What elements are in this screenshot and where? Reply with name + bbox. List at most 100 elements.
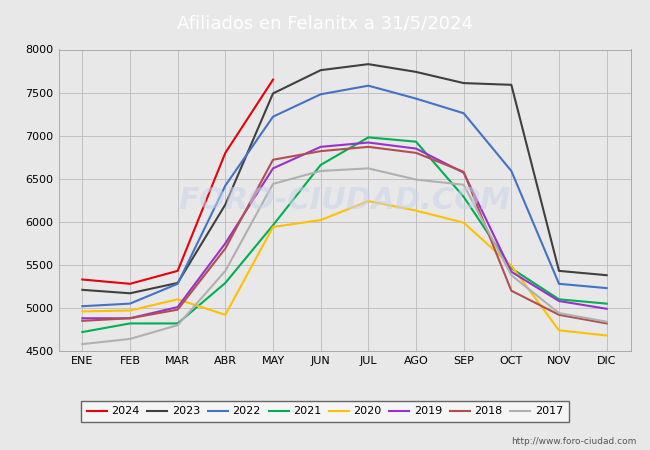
- 2022: [79, 303, 86, 309]
- 2019: [555, 298, 563, 304]
- 2017: [174, 323, 181, 328]
- 2022: [603, 285, 610, 291]
- 2018: [508, 288, 515, 293]
- 2020: [412, 208, 420, 213]
- 2019: [79, 315, 86, 321]
- 2021: [126, 321, 134, 326]
- 2019: [126, 315, 134, 321]
- 2017: [365, 166, 372, 171]
- 2020: [508, 263, 515, 268]
- 2021: [365, 135, 372, 140]
- 2019: [508, 269, 515, 274]
- Legend: 2024, 2023, 2022, 2021, 2020, 2019, 2018, 2017: 2024, 2023, 2022, 2021, 2020, 2019, 2018…: [81, 401, 569, 422]
- 2017: [79, 342, 86, 347]
- 2018: [269, 157, 277, 162]
- 2021: [460, 194, 467, 199]
- 2023: [174, 280, 181, 286]
- Text: FORO-CIUDAD.COM: FORO-CIUDAD.COM: [178, 186, 511, 215]
- 2017: [603, 319, 610, 324]
- Line: 2022: 2022: [83, 86, 606, 306]
- 2017: [412, 177, 420, 182]
- 2020: [555, 328, 563, 333]
- 2023: [508, 82, 515, 87]
- Line: 2021: 2021: [83, 137, 606, 332]
- 2022: [460, 111, 467, 116]
- Line: 2018: 2018: [83, 147, 606, 324]
- 2023: [269, 91, 277, 96]
- 2020: [317, 217, 324, 223]
- 2017: [508, 273, 515, 278]
- 2020: [79, 309, 86, 314]
- Line: 2024: 2024: [83, 80, 273, 284]
- 2020: [603, 333, 610, 338]
- 2021: [603, 301, 610, 306]
- 2018: [412, 150, 420, 156]
- 2021: [79, 329, 86, 335]
- 2021: [317, 162, 324, 168]
- 2018: [317, 148, 324, 154]
- 2024: [174, 268, 181, 274]
- 2018: [79, 318, 86, 324]
- 2022: [508, 168, 515, 174]
- 2017: [555, 310, 563, 316]
- 2018: [603, 321, 610, 326]
- 2019: [317, 144, 324, 149]
- 2019: [603, 306, 610, 311]
- 2022: [269, 114, 277, 119]
- 2024: [269, 77, 277, 82]
- 2018: [555, 312, 563, 318]
- 2018: [126, 315, 134, 321]
- 2023: [365, 62, 372, 67]
- Line: 2019: 2019: [83, 143, 606, 318]
- 2024: [126, 281, 134, 287]
- 2022: [222, 183, 229, 188]
- 2017: [126, 336, 134, 342]
- 2020: [460, 220, 467, 225]
- 2018: [222, 246, 229, 251]
- 2023: [126, 291, 134, 296]
- 2021: [222, 280, 229, 286]
- 2020: [365, 198, 372, 204]
- 2018: [365, 144, 372, 149]
- 2023: [79, 287, 86, 292]
- 2019: [222, 241, 229, 246]
- 2024: [222, 150, 229, 156]
- Line: 2020: 2020: [83, 201, 606, 336]
- 2019: [174, 304, 181, 310]
- 2017: [317, 168, 324, 174]
- 2019: [460, 170, 467, 176]
- 2023: [555, 268, 563, 274]
- Line: 2017: 2017: [83, 168, 606, 344]
- 2021: [412, 139, 420, 144]
- 2022: [317, 92, 324, 97]
- 2019: [269, 166, 277, 171]
- 2021: [174, 321, 181, 326]
- 2022: [174, 281, 181, 287]
- Text: http://www.foro-ciudad.com: http://www.foro-ciudad.com: [512, 436, 637, 446]
- 2024: [79, 277, 86, 282]
- 2022: [126, 301, 134, 306]
- 2018: [174, 307, 181, 312]
- Text: Afiliados en Felanitx a 31/5/2024: Afiliados en Felanitx a 31/5/2024: [177, 14, 473, 33]
- 2021: [508, 266, 515, 271]
- 2023: [222, 202, 229, 207]
- 2023: [603, 273, 610, 278]
- 2021: [269, 223, 277, 228]
- 2019: [365, 140, 372, 145]
- 2020: [126, 308, 134, 313]
- 2020: [269, 224, 277, 230]
- 2022: [365, 83, 372, 88]
- 2019: [412, 146, 420, 151]
- 2023: [460, 81, 467, 86]
- 2023: [412, 69, 420, 75]
- 2021: [555, 297, 563, 302]
- Line: 2023: 2023: [83, 64, 606, 293]
- 2017: [222, 268, 229, 274]
- 2022: [555, 281, 563, 287]
- 2022: [412, 96, 420, 101]
- 2023: [317, 68, 324, 73]
- 2017: [460, 182, 467, 188]
- 2020: [174, 297, 181, 302]
- 2020: [222, 312, 229, 318]
- 2018: [460, 169, 467, 175]
